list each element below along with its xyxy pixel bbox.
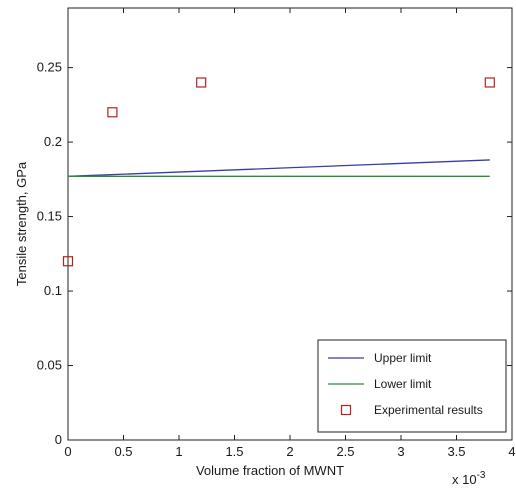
experimental-point: [107, 107, 118, 118]
y-tick-label: 0: [55, 432, 62, 447]
y-axis-ticks: 0 0.05 0.1 0.15 0.2 0.25: [37, 60, 512, 447]
x-tick-label: 4: [508, 444, 515, 459]
y-tick-label: 0.25: [37, 60, 62, 75]
x-multiplier-base: x 10: [452, 472, 477, 487]
x-axis-ticks: 0 0.5 1 1.5 2 2.5 3 3.5 4: [64, 8, 516, 459]
experimental-point: [196, 77, 207, 88]
x-tick-label: 3: [397, 444, 404, 459]
legend: Upper limit Lower limit Experimental resul…: [317, 339, 507, 433]
series-lines: [67, 159, 490, 177]
x-tick-label: 1: [175, 444, 182, 459]
y-tick-label: 0.1: [44, 283, 62, 298]
y-axis-label: Tensile strength, GPa: [14, 161, 29, 286]
legend-label: Upper limit: [374, 351, 432, 365]
y-tick-label: 0.15: [37, 209, 62, 224]
series-points: [62, 77, 495, 267]
legend-swatch-marker: [340, 404, 352, 416]
x-tick-label: 2: [286, 444, 293, 459]
y-tick-label: 0.2: [44, 134, 62, 149]
legend-label: Lower limit: [374, 377, 432, 391]
x-tick-label: 2.5: [336, 444, 354, 459]
x-tick-label: 3.5: [447, 444, 465, 459]
x-tick-label: 0: [64, 444, 71, 459]
y-tick-label: 0.05: [37, 358, 62, 373]
x-tick-label: 1.5: [225, 444, 243, 459]
legend-box: [317, 339, 507, 433]
x-axis-multiplier: x 10-3: [452, 470, 486, 487]
x-axis-label: Volume fraction of MWNT: [196, 463, 344, 478]
experimental-point: [62, 256, 74, 267]
experimental-point: [484, 77, 495, 88]
x-tick-label: 0.5: [114, 444, 132, 459]
x-multiplier-exponent: -3: [477, 470, 486, 481]
legend-label: Experimental results: [374, 403, 483, 417]
series-line-1: [67, 159, 490, 177]
